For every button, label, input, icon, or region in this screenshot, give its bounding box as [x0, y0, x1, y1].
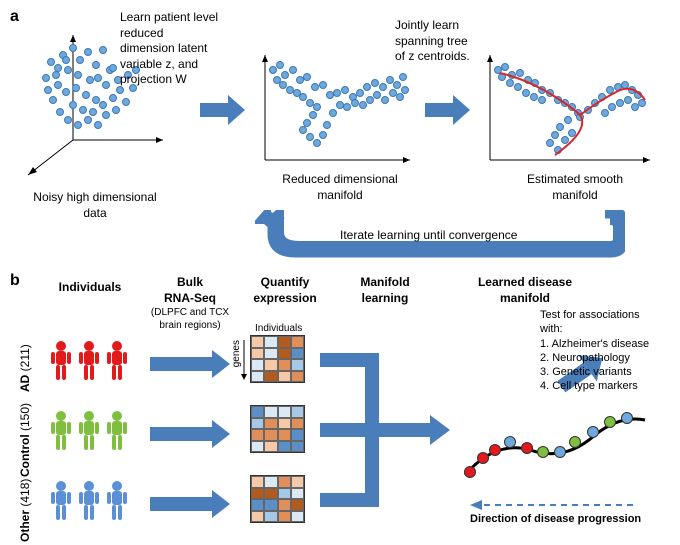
people-control: [48, 410, 130, 457]
caption-reduced: Reduced dimensional manifold: [275, 172, 405, 203]
arrow-b-control: [150, 420, 230, 448]
heatmap-other: [250, 475, 305, 523]
caption-smooth: Estimated smooth manifold: [510, 172, 640, 203]
spanning-tree: [480, 45, 655, 170]
arrow-b-ad: [150, 350, 230, 378]
row-ad: AD (211): [18, 338, 32, 398]
scatter-2d-reduced-dots: [255, 45, 415, 170]
panel-b-label: b: [10, 272, 20, 290]
manifold-dots: [455, 380, 655, 500]
assoc-block: Test for associations with: 1. Alzheimer…: [540, 308, 680, 394]
col-learned: Learned disease manifold: [465, 275, 585, 306]
arrow-a2: [425, 95, 470, 125]
col-quantify: Quantify expression: [245, 275, 325, 306]
row-other: Other (418): [18, 475, 32, 545]
arrow-a1: [200, 95, 245, 125]
col-bulk-sub: (DLPFC and TCX brain regions): [145, 306, 235, 332]
col-manifold: Manifold learning: [345, 275, 425, 306]
direction-arrow: [468, 498, 638, 512]
genes-arrow: [240, 340, 248, 380]
people-other: [48, 480, 130, 527]
people-ad: [48, 340, 130, 387]
caption-noisy: Noisy high dimensional data: [30, 190, 160, 221]
direction-text: Direction of disease progression: [470, 512, 641, 526]
col-individuals: Individuals: [50, 280, 130, 296]
trident-arrow: [320, 345, 450, 515]
annot-learn-patient: Learn patient level reduced dimension la…: [120, 10, 230, 88]
col-bulk: Bulk RNA-Seq: [150, 275, 230, 306]
heat-x-label: Individuals: [255, 322, 302, 335]
heatmap-control: [250, 405, 305, 453]
row-control: Control (150): [18, 400, 32, 480]
heatmap-ad: [250, 335, 305, 383]
iterate-text: Iterate learning until convergence: [340, 228, 517, 244]
arrow-b-other: [150, 490, 230, 518]
